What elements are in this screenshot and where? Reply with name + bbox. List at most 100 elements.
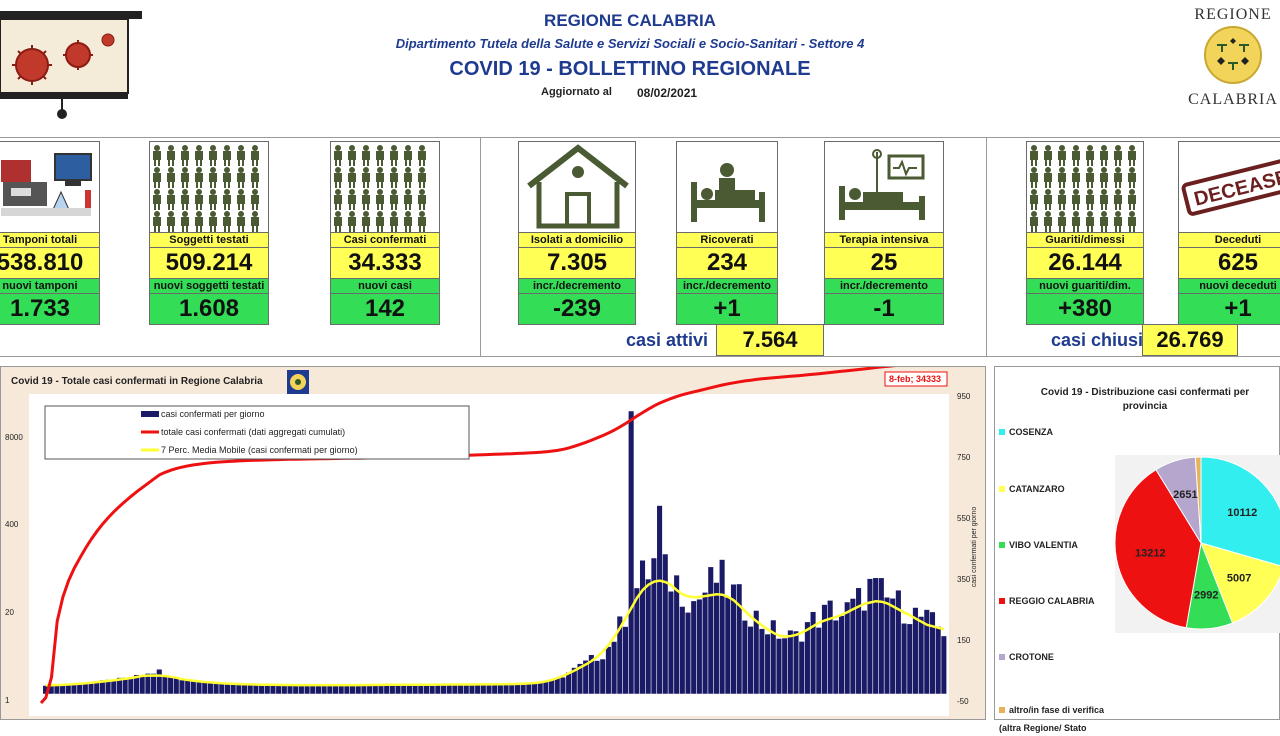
daily-bar	[674, 575, 680, 694]
card-value: 234	[676, 248, 778, 279]
daily-bar	[60, 684, 66, 694]
person-figure	[1114, 145, 1122, 166]
person-figure	[223, 145, 231, 166]
person-figure	[181, 145, 189, 166]
daily-bar	[293, 685, 299, 694]
daily-bar	[748, 626, 754, 694]
daily-bar	[384, 684, 390, 694]
daily-bar	[475, 684, 481, 694]
daily-bar	[628, 411, 634, 694]
person-figure	[348, 167, 356, 188]
emblem-line1: REGIONE	[1194, 6, 1272, 23]
card-terapia: Terapia intensiva 25 incr./decremento -1	[824, 141, 944, 325]
daily-bar	[378, 684, 384, 694]
daily-bar	[600, 659, 606, 694]
daily-bar	[270, 684, 276, 694]
person-figure	[1044, 189, 1052, 210]
annotation-label: 8-feb; 34333	[889, 374, 941, 384]
daily-bar	[566, 672, 572, 694]
daily-bar	[622, 626, 629, 694]
daily-bar	[531, 683, 538, 694]
person-figure	[348, 145, 356, 166]
person-figure	[334, 211, 342, 232]
person-figure	[153, 167, 161, 188]
daily-bar	[685, 612, 691, 694]
person-figure	[390, 189, 398, 210]
person-figure	[195, 211, 203, 232]
person-figure	[1100, 211, 1108, 232]
house-icon	[518, 141, 636, 233]
daily-bar	[793, 631, 799, 694]
daily-bar	[458, 684, 464, 694]
annotation-box	[884, 371, 948, 387]
person-figure	[376, 211, 384, 232]
daily-bar	[907, 624, 913, 694]
daily-bar	[639, 560, 646, 694]
daily-bar	[196, 682, 202, 694]
daily-bar	[776, 638, 782, 694]
daily-bar	[429, 684, 435, 694]
person-figure	[195, 145, 203, 166]
card-value: 538.810	[0, 248, 100, 279]
person-figure	[237, 189, 245, 210]
person-figure	[1128, 167, 1136, 188]
person-figure	[1072, 189, 1080, 210]
left-tick-label: 1	[5, 696, 10, 705]
daily-bar	[691, 601, 697, 694]
right-tick-label: 550	[957, 514, 971, 523]
province-legend-item: COSENZA	[999, 422, 1117, 440]
daily-bar	[361, 685, 367, 694]
daily-bar	[492, 684, 498, 694]
left-tick-label: 8000	[5, 433, 23, 442]
person-figure	[153, 145, 161, 166]
daily-bar	[372, 684, 378, 694]
right-tick-label: 950	[957, 392, 971, 401]
person-figure	[209, 145, 217, 166]
province-legend-label: CROTONE	[1009, 652, 1054, 662]
daily-bar	[259, 684, 265, 694]
card-value: 25	[824, 248, 944, 279]
pie-slice	[1115, 469, 1202, 629]
card-sub-value: +380	[1026, 294, 1144, 325]
card-label: Deceduti	[1178, 233, 1280, 248]
daily-bar	[799, 641, 805, 694]
daily-bar	[48, 685, 54, 694]
province-legend-label: REGGIO CALABRIA	[1009, 596, 1095, 606]
person-figure	[390, 167, 398, 188]
card-value: 625	[1178, 248, 1280, 279]
person-figure	[348, 211, 356, 232]
people-grid-icon	[149, 141, 269, 233]
person-figure	[237, 145, 245, 166]
daily-bar	[54, 685, 60, 694]
pie-slice	[1194, 456, 1202, 544]
updated-date: 08/02/2021	[637, 86, 698, 100]
regione-emblem: REGIONE CALABRIA	[1186, 6, 1280, 118]
daily-bar	[742, 620, 748, 694]
person-figure	[376, 189, 384, 210]
person-figure	[404, 211, 412, 232]
card-sub-label: incr./decremento	[518, 279, 636, 294]
right-axis-label: casi confermati per giorno	[971, 507, 978, 588]
daily-bar	[151, 673, 157, 694]
daily-bar	[128, 677, 134, 694]
card-value: 34.333	[330, 248, 440, 279]
person-figure	[1114, 211, 1122, 232]
card-label: Casi confermati	[330, 233, 440, 248]
person-figure	[376, 145, 384, 166]
daily-bar	[583, 660, 589, 694]
daily-bar	[770, 620, 776, 694]
daily-bar	[816, 627, 822, 694]
province-legend-swatch	[999, 429, 1005, 435]
card-soggetti: Soggetti testati 509.214 nuovi soggetti …	[149, 141, 269, 325]
bulletin-title: COVID 19 - BOLLETTINO REGIONALE	[449, 58, 811, 80]
icu-bed-icon	[824, 141, 944, 233]
card-sub-value: -1	[824, 294, 944, 325]
daily-bar	[298, 685, 304, 694]
hospital-bed-icon	[676, 141, 778, 233]
province-legend-item: altro/in fase di verifica (altra Regione…	[999, 700, 1117, 736]
person-figure	[209, 189, 217, 210]
person-figure	[418, 211, 426, 232]
person-figure	[334, 145, 342, 166]
daily-bar	[310, 685, 316, 694]
daily-bar	[338, 685, 344, 694]
